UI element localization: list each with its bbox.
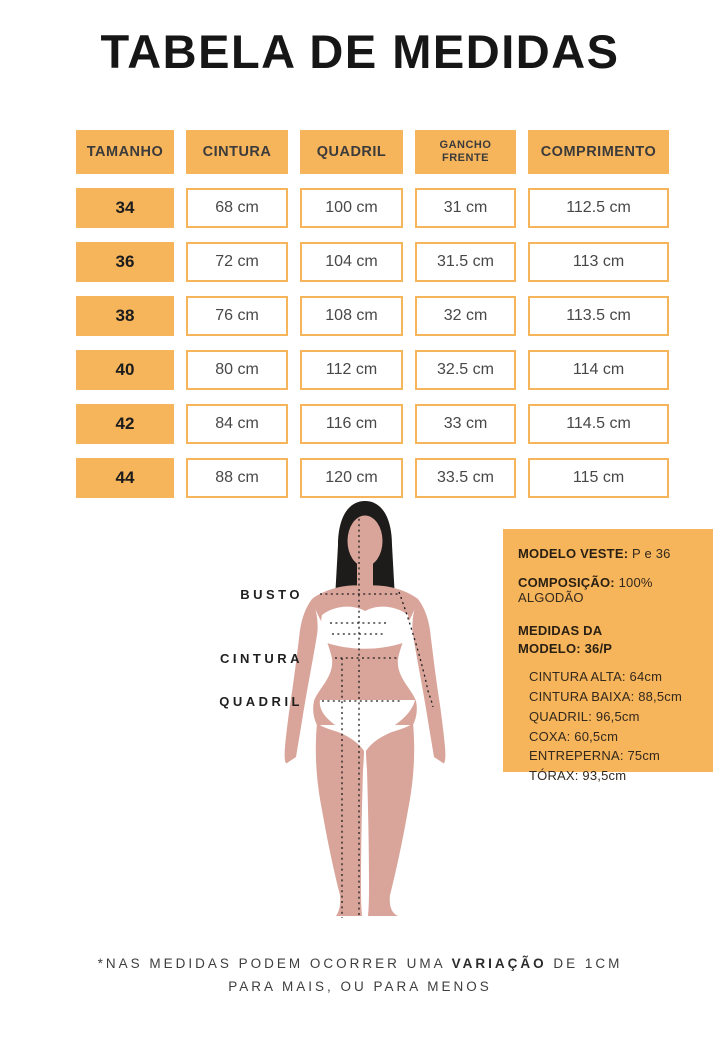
medidas-heading: MEDIDAS DA MODELO: 36/P: [518, 623, 613, 657]
cintura-cell: 80 cm: [186, 350, 288, 390]
gancho_frente-cell: 33 cm: [415, 404, 516, 444]
quadril-cell: 104 cm: [300, 242, 403, 282]
measurement-item: COXA: 60,5cm: [529, 728, 619, 744]
bandeau-top-shape: [320, 606, 410, 649]
size-cell: 36: [76, 242, 174, 282]
model-measurements-list: CINTURA ALTA: 64cm CINTURA BAIXA: 88,5cm Q…: [529, 667, 703, 786]
footnote-line2: PARA MAIS, OU PARA MENOS: [228, 978, 492, 994]
comprimento-cell: 115 cm: [528, 458, 669, 498]
composicao-line: COMPOSIÇÃO: 100% ALGODÃO: [518, 575, 703, 605]
cintura-cell: 88 cm: [186, 458, 288, 498]
measurement-item: TÓRAX: 93,5cm: [529, 768, 627, 784]
measurement-item: ENTREPERNA: 75cm: [529, 748, 661, 764]
measurement-item: CINTURA ALTA: 64cm: [529, 669, 663, 685]
modelo-veste-label: MODELO VESTE:: [518, 546, 629, 561]
size-cell: 44: [76, 458, 174, 498]
cintura-cell: 68 cm: [186, 188, 288, 228]
footnote-line1-prefix: *NAS MEDIDAS PODEM OCORRER UMA: [97, 956, 452, 971]
comprimento-cell: 114.5 cm: [528, 404, 669, 444]
cintura-cell: 72 cm: [186, 242, 288, 282]
cintura-cell: 76 cm: [186, 296, 288, 336]
body-figure-illustration: [284, 501, 446, 918]
measurement-item: CINTURA BAIXA: 88,5cm: [529, 689, 683, 705]
panties-shape: [319, 700, 415, 750]
quadril-cell: 116 cm: [300, 404, 403, 444]
modelo-veste-line: MODELO VESTE: P e 36: [518, 546, 703, 561]
size-cell: 40: [76, 350, 174, 390]
page-title: TABELA DE MEDIDAS: [100, 25, 620, 78]
right-leg-shape: [366, 723, 415, 916]
measurement-lines: [320, 508, 434, 918]
measurement-item: QUADRIL: 96,5cm: [529, 708, 640, 724]
column-header-2: QUADRIL: [300, 130, 403, 174]
column-header-4: COMPRIMENTO: [528, 130, 669, 174]
composicao-value: 100% ALGODÃO: [518, 575, 653, 605]
size-cell: 42: [76, 404, 174, 444]
figure-label-busto: BUSTO: [240, 587, 303, 602]
model-info-box: MODELO VESTE: P e 36 COMPOSIÇÃO: 100% AL…: [503, 529, 713, 783]
comprimento-cell: 113.5 cm: [528, 296, 669, 336]
column-header-3: GANCHO FRENTE: [415, 130, 516, 174]
footnote-line1-suffix: DE 1CM: [546, 956, 623, 971]
gancho_frente-cell: 33.5 cm: [415, 458, 516, 498]
size-cell: 34: [76, 188, 174, 228]
quadril-cell: 100 cm: [300, 188, 403, 228]
comprimento-cell: 112.5 cm: [528, 188, 669, 228]
face-shape: [347, 515, 383, 567]
column-header-0: TAMANHO: [76, 130, 174, 174]
left-leg-shape: [315, 723, 364, 916]
modelo-veste-value: P e 36: [632, 546, 671, 561]
footnote-line1-bold: VARIAÇÃO: [451, 956, 547, 971]
cintura-cell: 84 cm: [186, 404, 288, 444]
arm-length-line: [398, 591, 434, 708]
size-cell: 38: [76, 296, 174, 336]
column-header-1: CINTURA: [186, 130, 288, 174]
comprimento-cell: 113 cm: [528, 242, 669, 282]
left-arm-shape: [284, 599, 318, 764]
gancho_frente-cell: 32.5 cm: [415, 350, 516, 390]
quadril-cell: 108 cm: [300, 296, 403, 336]
right-arm-shape: [412, 599, 446, 764]
figure-label-quadril: QUADRIL: [219, 694, 303, 709]
size-table: TAMANHO CINTURA QUADRIL GANCHO FRENTE COMPRI…: [76, 130, 669, 498]
figure-label-cintura: CINTURA: [220, 651, 303, 666]
comprimento-cell: 114 cm: [528, 350, 669, 390]
quadril-cell: 112 cm: [300, 350, 403, 390]
footnote: *NAS MEDIDAS PODEM OCORRER UMA VARIAÇÃO …: [0, 953, 720, 999]
gancho_frente-cell: 31 cm: [415, 188, 516, 228]
composicao-label: COMPOSIÇÃO:: [518, 575, 615, 590]
gancho_frente-cell: 32 cm: [415, 296, 516, 336]
quadril-cell: 120 cm: [300, 458, 403, 498]
gancho_frente-cell: 31.5 cm: [415, 242, 516, 282]
